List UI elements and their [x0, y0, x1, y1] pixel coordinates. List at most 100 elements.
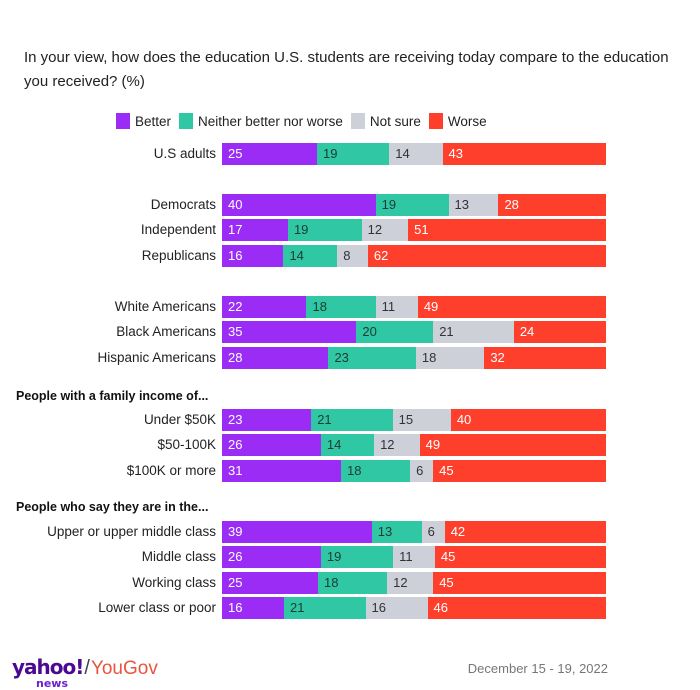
legend-item-better: Better [116, 113, 171, 129]
bar-row: $50-100K 26 14 12 49 [0, 434, 700, 456]
data-label: 19 [381, 197, 397, 212]
bar-segment-worse: 49 [419, 434, 606, 456]
bar-segment-worse: 28 [498, 194, 606, 216]
bar-row: White Americans 22 18 11 49 [0, 296, 700, 318]
bar-segment-neither-better-nor-worse: 14 [283, 245, 338, 267]
section-title: People who say they are in the... [16, 500, 209, 514]
data-label: 18 [324, 575, 339, 590]
data-label: 14 [289, 248, 304, 263]
data-label: 16 [228, 600, 243, 615]
bar-segment-neither-better-nor-worse: 21 [311, 409, 393, 431]
bar-segment-worse: 49 [417, 296, 606, 318]
bar-segment-not-sure: 6 [410, 460, 434, 482]
bar-segment-neither-better-nor-worse: 19 [287, 219, 362, 241]
stacked-bar: 40 19 13 28 [222, 194, 606, 216]
stacked-bar: 25 18 12 45 [222, 572, 606, 594]
legend-swatch [116, 113, 130, 129]
data-label: 49 [425, 437, 441, 452]
stacked-bar: 26 14 12 49 [222, 434, 606, 456]
data-label: 31 [228, 463, 243, 478]
stacked-bar: 22 18 11 49 [222, 296, 606, 318]
bar-segment-neither-better-nor-worse: 13 [371, 521, 422, 543]
data-label: 22 [228, 299, 243, 314]
data-label: 42 [450, 524, 466, 539]
data-label: 13 [377, 524, 393, 539]
bar-segment-better: 39 [222, 521, 372, 543]
bar-segment-better: 31 [222, 460, 342, 482]
data-label: 12 [367, 222, 383, 237]
bar-segment-neither-better-nor-worse: 18 [341, 460, 411, 482]
bar-segment-better: 25 [222, 143, 318, 165]
bar-row: Under $50K 23 21 15 40 [0, 409, 700, 431]
data-label: 23 [228, 412, 243, 427]
bar-row: U.S adults 25 19 14 43 [0, 143, 700, 165]
legend-item-not-sure: Not sure [350, 113, 421, 129]
legend-label: Neither better nor worse [198, 113, 343, 129]
bar-segment-not-sure: 12 [361, 219, 409, 241]
data-label: 11 [381, 299, 396, 314]
yahoo-logo-text: yahoo! [12, 655, 84, 679]
data-label: 8 [343, 248, 351, 263]
survey-date: December 15 - 19, 2022 [467, 661, 608, 676]
stacked-bar: 17 19 12 51 [222, 219, 606, 241]
bar-segment-neither-better-nor-worse: 18 [306, 296, 376, 318]
data-label: 16 [371, 600, 386, 615]
legend-item-neither-better-nor-worse: Neither better nor worse [179, 113, 343, 129]
data-label: 62 [373, 248, 389, 263]
data-label: 16 [228, 248, 243, 263]
category-label: U.S adults [153, 146, 216, 161]
bar-segment-worse: 42 [444, 521, 606, 543]
data-label: 51 [414, 222, 429, 237]
data-label: 32 [490, 350, 505, 365]
category-label: Black Americans [116, 324, 216, 339]
category-label: Independent [140, 222, 216, 237]
legend-item-worse: Worse [428, 113, 487, 129]
category-label: $100K or more [126, 463, 216, 478]
category-label: Middle class [141, 549, 216, 564]
bar-segment-neither-better-nor-worse: 19 [320, 546, 394, 568]
category-label: Working class [132, 575, 216, 590]
category-label: Lower class or poor [98, 600, 216, 615]
data-label: 23 [334, 350, 349, 365]
category-label: Under $50K [143, 412, 216, 427]
category-label: Upper or upper middle class [47, 524, 216, 539]
bar-segment-not-sure: 16 [365, 597, 428, 619]
bar-segment-better: 16 [222, 245, 284, 267]
category-label: $50-100K [157, 437, 216, 452]
bar-segment-neither-better-nor-worse: 19 [375, 194, 449, 216]
data-label: 28 [504, 197, 519, 212]
data-label: 25 [228, 146, 243, 161]
bar-segment-neither-better-nor-worse: 19 [317, 143, 390, 165]
bar-segment-not-sure: 6 [421, 521, 445, 543]
bar-segment-neither-better-nor-worse: 14 [320, 434, 375, 456]
bar-segment-better: 28 [222, 347, 329, 369]
data-label: 40 [228, 197, 243, 212]
data-label: 45 [439, 575, 454, 590]
stacked-bar: 16 21 16 46 [222, 597, 606, 619]
bar-row: Independent 17 19 12 51 [0, 219, 700, 241]
logo-slash: / [84, 657, 90, 679]
bar-segment-worse: 62 [367, 245, 606, 267]
bar-segment-not-sure: 14 [389, 143, 443, 165]
bar-segment-not-sure: 13 [448, 194, 499, 216]
data-label: 18 [347, 463, 362, 478]
bar-segment-neither-better-nor-worse: 20 [356, 321, 434, 343]
category-label: Democrats [150, 197, 216, 212]
legend-swatch [350, 113, 365, 129]
stacked-bar: 25 19 14 43 [222, 143, 606, 165]
bar-segment-worse: 43 [442, 143, 606, 165]
bar-segment-worse: 46 [427, 597, 606, 619]
data-label: 12 [380, 437, 395, 452]
data-label: 43 [448, 146, 463, 161]
bar-row: $100K or more 31 18 6 45 [0, 460, 700, 482]
data-label: 13 [454, 197, 470, 212]
bar-segment-better: 26 [222, 546, 321, 568]
bar-row: Democrats 40 19 13 28 [0, 194, 700, 216]
stacked-bar: 28 23 18 32 [222, 347, 606, 369]
data-label: 39 [228, 524, 243, 539]
data-label: 28 [228, 350, 243, 365]
data-label: 20 [362, 324, 377, 339]
data-label: 12 [393, 575, 408, 590]
data-label: 15 [398, 412, 414, 427]
bar-segment-better: 22 [222, 296, 307, 318]
